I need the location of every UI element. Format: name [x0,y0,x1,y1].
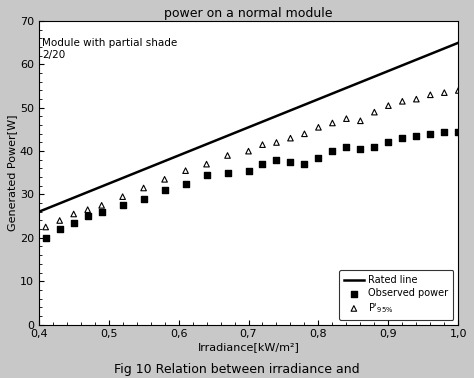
Observed power [161,187,168,193]
P'$_{95\%}$ [70,211,77,217]
Observed power [245,167,252,174]
Observed power [140,196,147,202]
Observed power [84,213,91,219]
P'$_{95\%}$ [356,118,364,124]
Observed power [98,209,105,215]
P'$_{95\%}$ [140,185,147,191]
P'$_{95\%}$ [259,142,266,148]
Observed power [384,139,392,146]
Observed power [42,235,49,241]
Observed power [119,202,127,208]
P'$_{95\%}$ [371,109,378,115]
Observed power [224,170,231,176]
Observed power [182,181,189,187]
P'$_{95\%}$ [343,116,350,122]
Observed power [301,161,308,167]
Y-axis label: Generated Power[W]: Generated Power[W] [7,115,17,231]
P'$_{95\%}$ [412,96,420,102]
Legend: Rated line, Observed power, P'$_{95\%}$: Rated line, Observed power, P'$_{95\%}$ [339,270,454,320]
Observed power [427,131,434,137]
P'$_{95\%}$ [328,120,336,126]
Observed power [328,148,336,154]
Title: power on a normal module: power on a normal module [164,7,333,20]
Observed power [371,144,378,150]
Observed power [315,155,322,161]
Text: Fig 10 Relation between irradiance and: Fig 10 Relation between irradiance and [114,363,360,376]
Observed power [273,157,280,163]
Observed power [56,226,64,232]
Observed power [412,133,420,139]
Observed power [287,159,294,165]
P'$_{95\%}$ [440,90,448,96]
Observed power [70,220,77,226]
P'$_{95\%}$ [84,207,91,213]
P'$_{95\%}$ [224,152,231,158]
P'$_{95\%}$ [427,92,434,98]
P'$_{95\%}$ [301,131,308,137]
P'$_{95\%}$ [245,148,252,154]
Observed power [343,144,350,150]
P'$_{95\%}$ [98,202,105,208]
Text: Module with partial shade
2/20: Module with partial shade 2/20 [42,39,177,60]
Observed power [440,129,448,135]
P'$_{95\%}$ [315,124,322,130]
P'$_{95\%}$ [182,167,189,174]
Observed power [203,172,210,178]
P'$_{95\%}$ [455,87,462,93]
Observed power [455,129,462,135]
P'$_{95\%}$ [273,139,280,146]
P'$_{95\%}$ [203,161,210,167]
P'$_{95\%}$ [287,135,294,141]
P'$_{95\%}$ [56,217,64,223]
P'$_{95\%}$ [399,98,406,104]
P'$_{95\%}$ [161,176,168,182]
Observed power [399,135,406,141]
P'$_{95\%}$ [384,102,392,108]
Observed power [356,146,364,152]
Observed power [259,161,266,167]
P'$_{95\%}$ [42,224,49,230]
X-axis label: Irradiance[kW/m²]: Irradiance[kW/m²] [198,342,300,352]
P'$_{95\%}$ [119,194,127,200]
